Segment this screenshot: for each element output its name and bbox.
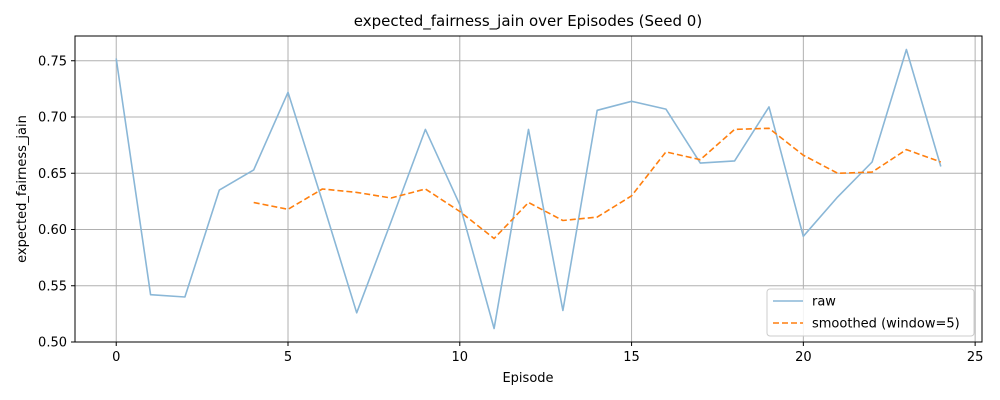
plot-frame <box>74 35 983 343</box>
y-tick-label: 0.60 <box>38 223 67 238</box>
x-tick-label: 0 <box>112 350 120 365</box>
y-tick-label: 0.70 <box>38 111 67 126</box>
axis-ticks: 0 5 10 15 20 25 0.50 0.55 0.60 0.65 0.70 0.75 <box>38 54 983 365</box>
y-tick-label: 0.50 <box>38 336 67 351</box>
x-tick-label: 5 <box>284 350 292 365</box>
y-axis-title: expected_fairness_jain <box>15 115 30 263</box>
y-tick-label: 0.65 <box>38 167 67 182</box>
series-line-smoothed <box>253 127 942 240</box>
chart-title: expected_fairness_jain over Episodes (Se… <box>354 12 702 31</box>
x-tick-label: 20 <box>795 350 812 365</box>
legend-label-raw: raw <box>812 295 836 310</box>
x-tick-label: 25 <box>967 350 984 365</box>
x-tick-label: 15 <box>623 350 640 365</box>
y-tick-label: 0.55 <box>38 279 67 294</box>
series-line-raw <box>115 48 942 330</box>
x-axis-title: Episode <box>502 371 553 386</box>
x-tick-label: 10 <box>452 350 469 365</box>
legend-box <box>766 288 975 337</box>
legend: raw smoothed (window=5) <box>766 288 975 337</box>
legend-label-smoothed: smoothed (window=5) <box>812 317 960 332</box>
y-tick-label: 0.75 <box>38 54 67 69</box>
series-layer <box>115 48 942 330</box>
